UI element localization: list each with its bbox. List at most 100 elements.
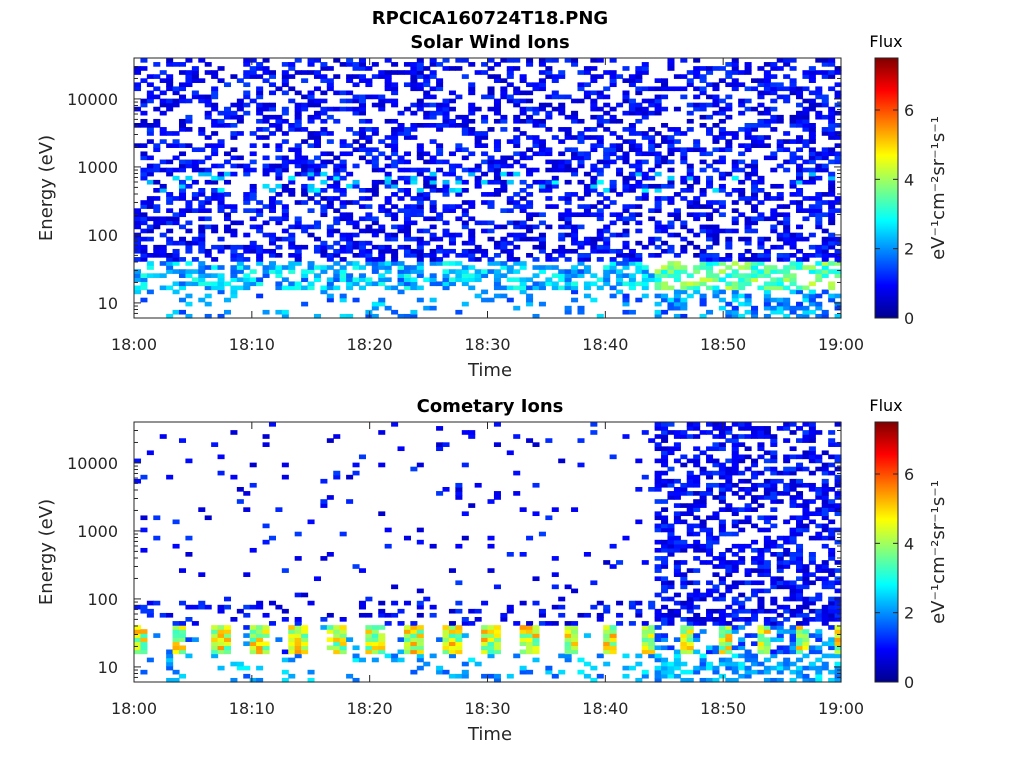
heatmap-cell bbox=[249, 645, 257, 651]
heatmap-cell bbox=[571, 228, 579, 234]
heatmap-cell bbox=[828, 297, 836, 303]
x-tick-label: 18:50 bbox=[700, 699, 746, 718]
heatmap-cell bbox=[262, 106, 270, 112]
heatmap-cell bbox=[281, 677, 289, 683]
heatmap-cell bbox=[815, 637, 823, 642]
heatmap-cell bbox=[776, 236, 784, 242]
heatmap-cell bbox=[326, 86, 334, 92]
heatmap-cell bbox=[667, 175, 675, 181]
heatmap-cell bbox=[828, 454, 836, 460]
heatmap-cell bbox=[616, 143, 624, 148]
heatmap-cell bbox=[693, 523, 701, 529]
heatmap-cell bbox=[172, 131, 180, 136]
heatmap-cell bbox=[673, 208, 681, 213]
heatmap-cell bbox=[757, 661, 765, 667]
heatmap-cell bbox=[236, 114, 244, 120]
heatmap-cell bbox=[519, 641, 527, 647]
heatmap-cell bbox=[378, 641, 386, 647]
heatmap-cell bbox=[712, 446, 720, 452]
heatmap-cell bbox=[378, 248, 386, 254]
heatmap-cell bbox=[275, 114, 283, 120]
heatmap-cell bbox=[751, 474, 759, 480]
y-tick-label: 100 bbox=[87, 226, 118, 245]
heatmap-cell bbox=[815, 673, 823, 679]
heatmap-cell bbox=[178, 123, 187, 128]
heatmap-cell bbox=[783, 617, 791, 622]
heatmap-cell bbox=[487, 568, 495, 573]
heatmap-cell bbox=[455, 253, 463, 258]
heatmap-cell bbox=[191, 74, 199, 79]
heatmap-cell bbox=[667, 135, 675, 140]
heatmap-cell bbox=[796, 313, 804, 319]
heatmap-cell bbox=[693, 604, 701, 610]
heatmap-cell bbox=[712, 621, 720, 626]
heatmap-cell bbox=[178, 98, 187, 104]
heatmap-cell bbox=[635, 70, 643, 75]
heatmap-cell bbox=[198, 147, 206, 153]
heatmap-cell bbox=[146, 236, 154, 242]
heatmap-cell bbox=[506, 208, 514, 213]
heatmap-cell bbox=[191, 604, 199, 610]
heatmap-cell bbox=[583, 212, 591, 218]
heatmap-cell bbox=[738, 617, 746, 622]
heatmap-cell bbox=[493, 62, 501, 67]
heatmap-cell bbox=[635, 220, 643, 226]
heatmap-cell bbox=[789, 277, 797, 283]
heatmap-cell bbox=[153, 62, 161, 67]
heatmap-cell bbox=[776, 281, 784, 287]
heatmap-cell bbox=[346, 216, 354, 222]
heatmap-cell bbox=[616, 155, 624, 161]
heatmap-cell bbox=[590, 430, 598, 435]
heatmap-cell bbox=[551, 584, 559, 590]
heatmap-cell bbox=[699, 665, 707, 671]
heatmap-cell bbox=[706, 151, 714, 157]
heatmap-cell bbox=[333, 474, 341, 480]
heatmap-cell bbox=[693, 446, 701, 452]
heatmap-cell bbox=[365, 127, 373, 132]
heatmap-cell bbox=[294, 123, 302, 128]
heatmap-cell bbox=[397, 649, 405, 655]
heatmap-cell bbox=[596, 159, 604, 165]
heatmap-cell bbox=[288, 236, 296, 242]
heatmap-cell bbox=[500, 265, 508, 270]
heatmap-cell bbox=[198, 167, 206, 173]
heatmap-cell bbox=[821, 269, 829, 274]
heatmap-cell bbox=[455, 269, 463, 274]
heatmap-cell bbox=[796, 102, 804, 108]
heatmap-cell bbox=[397, 657, 405, 663]
heatmap-cell bbox=[204, 94, 212, 100]
heatmap-cell bbox=[821, 261, 829, 266]
heatmap-cell bbox=[738, 560, 746, 565]
heatmap-cell bbox=[796, 236, 804, 242]
heatmap-cell bbox=[654, 281, 662, 287]
heatmap-cell bbox=[442, 253, 450, 258]
heatmap-cell bbox=[751, 216, 759, 222]
heatmap-cell bbox=[673, 600, 681, 606]
heatmap-cell bbox=[667, 86, 675, 92]
heatmap-cell bbox=[571, 151, 579, 157]
heatmap-cell bbox=[474, 257, 482, 262]
heatmap-cell bbox=[545, 257, 553, 262]
heatmap-cell bbox=[770, 600, 778, 606]
heatmap-cell bbox=[436, 248, 444, 254]
heatmap-cell bbox=[256, 244, 264, 250]
heatmap-cell bbox=[828, 612, 836, 618]
heatmap-cell bbox=[673, 612, 681, 618]
heatmap-cell bbox=[776, 677, 784, 683]
heatmap-cell bbox=[333, 106, 341, 112]
heatmap-cell bbox=[532, 625, 540, 630]
heatmap-cell bbox=[416, 248, 424, 254]
heatmap-cell bbox=[442, 183, 450, 189]
colorbar-tick-label: 6 bbox=[904, 465, 914, 484]
heatmap-cell bbox=[667, 450, 675, 456]
heatmap-cell bbox=[538, 612, 546, 618]
heatmap-cell bbox=[680, 305, 688, 311]
heatmap-cell bbox=[661, 446, 669, 452]
heatmap-cell bbox=[294, 110, 302, 116]
heatmap-cell bbox=[834, 478, 842, 484]
heatmap-cell bbox=[738, 454, 746, 460]
heatmap-cell bbox=[828, 645, 836, 651]
heatmap-cell bbox=[256, 228, 264, 234]
heatmap-cell bbox=[307, 114, 315, 120]
heatmap-cell bbox=[262, 70, 270, 75]
